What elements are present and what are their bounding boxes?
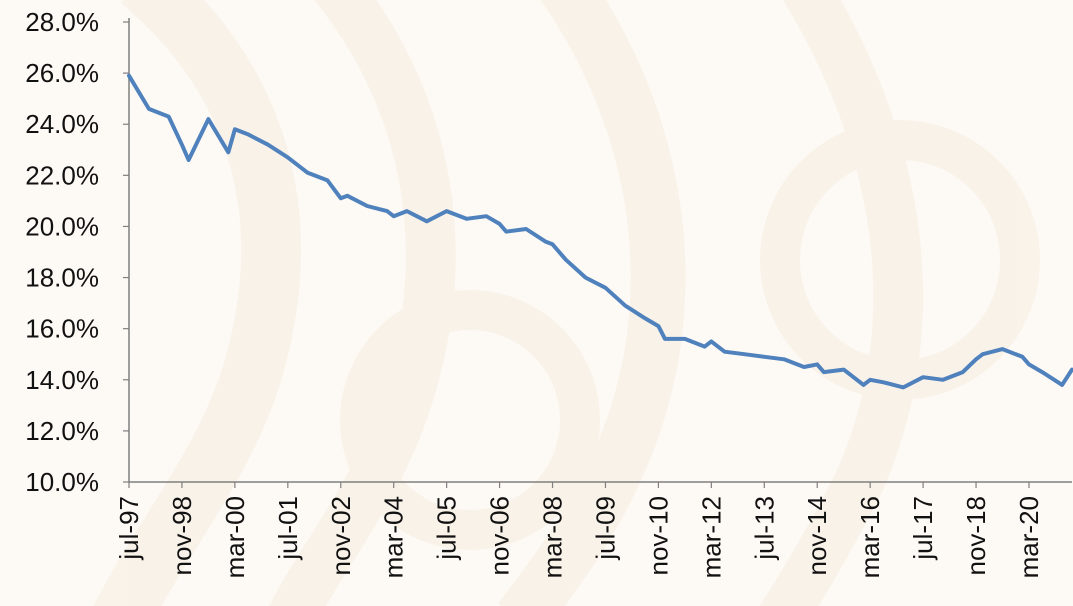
x-tick-label: nov-02 [326,496,356,576]
x-tick-label: mar-12 [696,496,726,578]
x-tick-label: jul-09 [590,496,620,561]
x-tick-label: mar-04 [379,496,409,578]
x-axis: jul-97 nov-98 mar-00 jul-01 nov-02 mar-04 jul-… [114,481,1072,578]
background-watermark [93,0,1040,606]
y-tick-label: 18.0% [25,263,99,293]
y-tick-label: 10.0% [25,467,99,497]
y-tick-label: 16.0% [25,314,99,344]
x-tick-label: mar-00 [220,496,250,578]
x-tick-label: jul-05 [432,496,462,561]
y-tick-label: 26.0% [25,58,99,88]
x-tick-label: jul-17 [908,496,938,561]
y-tick-label: 28.0% [25,7,99,37]
y-tick-label: 20.0% [25,211,99,241]
y-axis: 10.0% 12.0% 14.0% 16.0% 18.0% 20.0% 22.0% 24.0%… [25,7,130,497]
series-line [127,73,1073,390]
x-tick-label: nov-98 [167,496,197,576]
x-tick-label: mar-20 [1014,496,1044,578]
x-tick-label: nov-18 [961,496,991,576]
x-tick-label: jul-13 [749,496,779,561]
y-tick-label: 22.0% [25,160,99,190]
x-tick-label: nov-14 [802,496,832,576]
x-tick-label: jul-01 [273,496,303,561]
y-tick-label: 14.0% [25,365,99,395]
y-tick-label: 12.0% [25,416,99,446]
x-tick-label: nov-10 [643,496,673,576]
x-tick-label: jul-97 [114,496,144,561]
y-tick-label: 24.0% [25,109,99,139]
x-tick-label: mar-16 [855,496,885,578]
x-tick-label: mar-08 [538,496,568,578]
series-group [127,73,1073,390]
x-tick-label: nov-06 [485,496,515,576]
